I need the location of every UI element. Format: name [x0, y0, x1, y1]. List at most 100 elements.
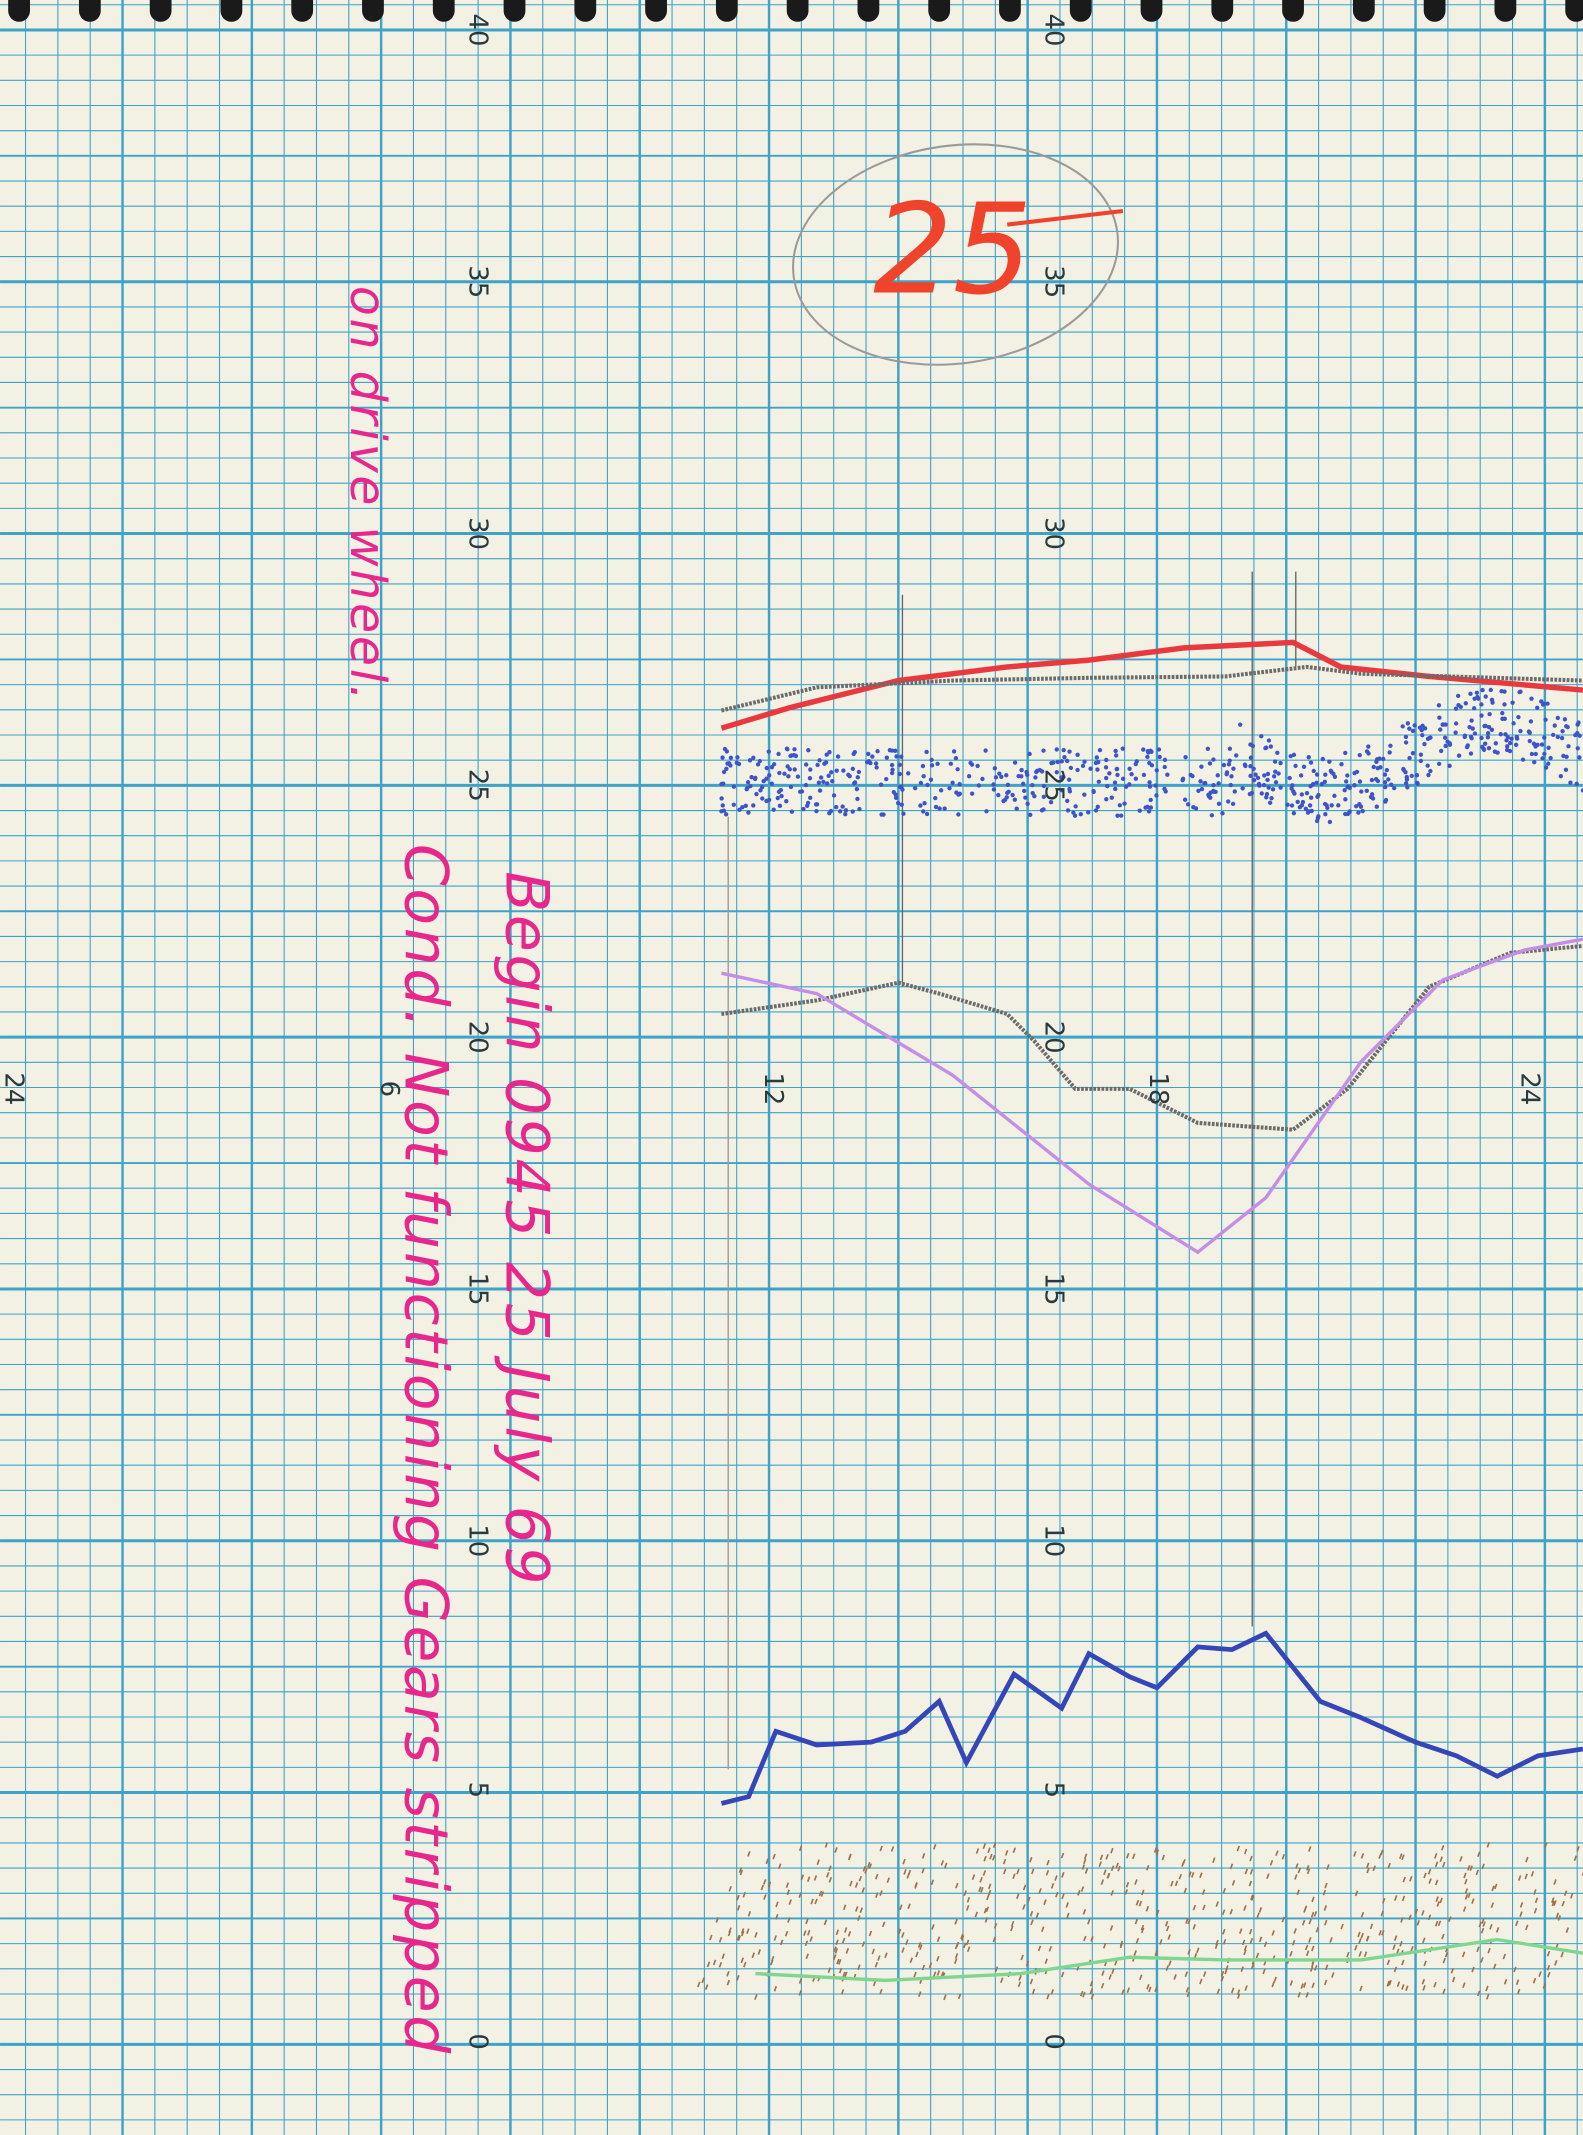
dot — [1108, 1974, 1112, 1980]
dot — [963, 1890, 967, 1896]
dot — [744, 787, 749, 792]
dot — [1022, 1904, 1026, 1910]
dot — [1153, 783, 1158, 788]
dot — [1281, 1853, 1286, 1860]
dot — [1005, 790, 1010, 796]
dot — [747, 758, 753, 763]
dot — [844, 1971, 848, 1978]
dot — [775, 795, 780, 801]
dot — [718, 1936, 723, 1943]
dot — [1243, 1945, 1248, 1951]
hole — [432, 0, 455, 22]
scale-label: 20 — [1038, 1021, 1068, 1054]
dot — [909, 1957, 913, 1964]
dot — [886, 1877, 890, 1884]
dot — [766, 749, 771, 754]
dot — [1417, 725, 1423, 730]
dot — [966, 1905, 970, 1911]
dot — [1439, 1856, 1443, 1863]
dot — [1542, 735, 1547, 740]
note-begin: Begin 0945 25 July 69 — [491, 871, 561, 1587]
dot — [1153, 1847, 1158, 1853]
dot — [1308, 1918, 1312, 1925]
dot — [960, 1935, 965, 1941]
dot — [1205, 746, 1211, 751]
dot — [1308, 760, 1314, 765]
dot — [746, 1928, 750, 1935]
dot — [912, 785, 918, 791]
dot — [1500, 710, 1505, 716]
dot — [1451, 1976, 1456, 1983]
dot — [1487, 711, 1492, 717]
hole — [1282, 0, 1304, 22]
dot — [1162, 764, 1167, 770]
dot — [797, 789, 803, 794]
dot — [1154, 1950, 1158, 1956]
dot — [1498, 732, 1503, 737]
dot — [992, 1854, 996, 1861]
hole — [928, 0, 951, 22]
dot — [1012, 760, 1018, 765]
dot — [1126, 1987, 1130, 1994]
dot — [1489, 1924, 1493, 1930]
dot — [1297, 1867, 1301, 1874]
dot — [1014, 806, 1019, 811]
dot — [1121, 1989, 1125, 1995]
dot — [1104, 757, 1109, 763]
dot — [1244, 1985, 1248, 1991]
dot — [935, 761, 940, 766]
dot — [735, 755, 740, 760]
dot — [1193, 1952, 1198, 1959]
dot — [879, 1845, 883, 1852]
dot — [1138, 1900, 1143, 1907]
dot — [854, 1882, 859, 1888]
dot — [1012, 1873, 1016, 1880]
dot — [1064, 758, 1070, 764]
dot — [1519, 1911, 1523, 1917]
dot — [1352, 782, 1357, 788]
dot — [1433, 1981, 1437, 1988]
dot — [1422, 1937, 1426, 1944]
dot — [879, 812, 884, 817]
dot — [1061, 747, 1066, 753]
dot — [1211, 757, 1216, 762]
dot — [868, 1930, 873, 1937]
dot — [1435, 1896, 1439, 1902]
dot — [1354, 1890, 1359, 1897]
dot — [1145, 1865, 1150, 1871]
dot — [1525, 1924, 1529, 1931]
dot — [1479, 713, 1484, 718]
dot — [1078, 811, 1083, 817]
dot — [1263, 1941, 1268, 1948]
dot — [1180, 778, 1185, 783]
dot — [1480, 687, 1485, 693]
dot — [1441, 1933, 1445, 1940]
dot — [1513, 742, 1519, 747]
dot — [1427, 1914, 1432, 1921]
dot — [983, 1855, 987, 1862]
dot — [814, 808, 819, 814]
dot — [1110, 1865, 1115, 1872]
dot — [1467, 1892, 1471, 1899]
dot — [956, 812, 961, 817]
dot — [947, 786, 952, 791]
dot — [1468, 751, 1474, 756]
dot — [1236, 1845, 1240, 1852]
dot — [840, 1989, 845, 1995]
dot — [875, 1892, 879, 1898]
dot — [1308, 1846, 1312, 1852]
dot — [765, 1858, 769, 1865]
dot — [882, 1921, 886, 1928]
dot — [1029, 1910, 1034, 1917]
dot — [1563, 1890, 1568, 1897]
dot — [816, 780, 822, 785]
dot — [1103, 1869, 1107, 1876]
dot — [957, 782, 962, 787]
dot — [1357, 779, 1363, 784]
dot — [806, 748, 811, 753]
dot — [864, 760, 870, 765]
dot — [987, 1883, 992, 1890]
dot — [1087, 1918, 1091, 1925]
dot — [760, 1884, 765, 1891]
dot — [936, 1936, 941, 1943]
